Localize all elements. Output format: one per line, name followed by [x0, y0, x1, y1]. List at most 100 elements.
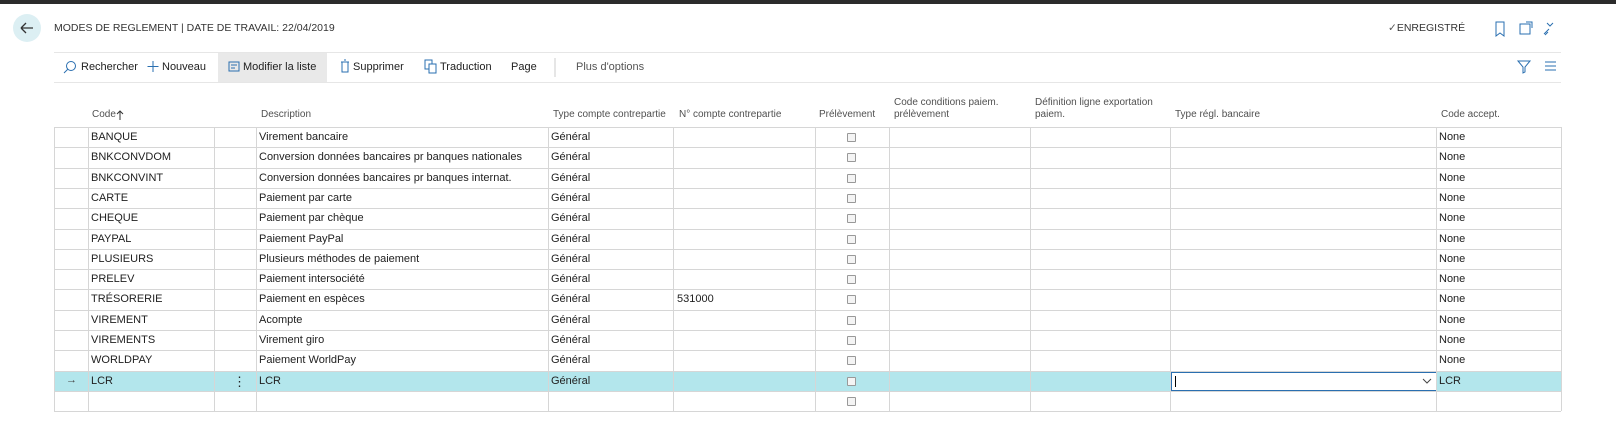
accept-cell: None [1439, 151, 1466, 164]
col-line [548, 127, 549, 412]
dropdown-field[interactable] [1171, 371, 1437, 391]
column-header[interactable]: Code accept. [1441, 109, 1500, 120]
type-cell: Général [551, 354, 591, 367]
description-cell: Plusieurs méthodes de paiement [259, 252, 420, 265]
checkbox[interactable] [847, 336, 856, 345]
code-cell[interactable]: BNKCONVDOM [91, 151, 172, 164]
column-header[interactable]: Code [92, 109, 116, 120]
checkbox[interactable] [847, 315, 856, 325]
code-cell[interactable]: PLUSIEURS [91, 252, 154, 265]
description-cell: Conversion données bancaires pr banques … [259, 151, 522, 164]
accept-cell: None [1439, 313, 1466, 326]
toolbar-action[interactable]: Nouveau [162, 61, 207, 73]
row-line [54, 208, 1561, 210]
checkbox[interactable] [847, 234, 856, 244]
code-cell[interactable]: WORLDPAY [91, 354, 153, 367]
type-cell: Général [551, 313, 591, 326]
description-cell: Paiement PayPal [259, 232, 344, 245]
row-line [54, 228, 1561, 230]
description-cell: Paiement en espèces [259, 293, 365, 306]
checkbox[interactable] [847, 376, 856, 386]
back-button[interactable] [13, 14, 41, 42]
type-cell: Général [551, 252, 591, 265]
type-cell: Général [551, 191, 591, 204]
accept-cell: None [1439, 232, 1466, 245]
checkbox[interactable] [847, 153, 856, 163]
code-cell[interactable]: TRÉSORERIE [91, 293, 163, 306]
toolbar-action[interactable]: Supprimer [353, 61, 404, 73]
checkbox[interactable] [847, 275, 856, 285]
col-line [88, 127, 89, 412]
row-line [54, 167, 1561, 169]
type-cell: Général [551, 374, 591, 387]
checkbox[interactable] [847, 396, 856, 406]
active-action-bg [218, 53, 327, 82]
checkbox[interactable] [847, 295, 856, 305]
page-title: MODES DE REGLEMENT | DATE DE TRAVAIL: 22… [54, 22, 335, 34]
column-header[interactable]: Prélèvement [819, 109, 876, 120]
row-line [54, 370, 1561, 372]
description-cell: Virement giro [259, 334, 325, 346]
divider [54, 82, 1561, 83]
checkbox[interactable] [847, 173, 856, 183]
checkbox[interactable] [847, 356, 856, 366]
row-line [54, 269, 1561, 271]
row-line [54, 309, 1561, 311]
row-line [54, 289, 1561, 291]
type-cell: Général [551, 293, 591, 306]
accept-cell: None [1439, 212, 1466, 225]
code-cell[interactable]: BNKCONVINT [91, 171, 164, 184]
more-options[interactable]: Plus d'options [576, 61, 645, 73]
type-cell: Général [551, 171, 591, 184]
accept-cell: None [1439, 334, 1466, 346]
header-icons[interactable] [1490, 20, 1560, 38]
row-line [54, 147, 1561, 149]
code-cell[interactable]: BANQUE [91, 131, 138, 143]
type-cell: Général [551, 131, 591, 143]
code-cell[interactable]: CARTE [91, 191, 129, 204]
checkbox[interactable] [847, 254, 856, 264]
row-line [54, 411, 1561, 413]
toolbar-action[interactable]: Rechercher [81, 61, 138, 73]
row-line [54, 248, 1561, 250]
column-header[interactable]: N° compte contrepartie [679, 109, 782, 120]
code-cell[interactable]: PAYPAL [91, 232, 132, 245]
description-cell: Paiement WorldPay [259, 354, 357, 367]
toolbar-action[interactable]: Traduction [440, 61, 492, 73]
code-cell[interactable]: VIREMENTS [91, 334, 156, 346]
col-line [1170, 127, 1171, 412]
col-line [1030, 127, 1031, 412]
description-cell: Conversion données bancaires pr banques … [259, 171, 512, 184]
toolbar-action[interactable]: Modifier la liste [243, 61, 317, 73]
toolbar-action[interactable]: Page [511, 61, 537, 73]
type-cell: Général [551, 232, 591, 245]
code-cell[interactable]: CHEQUE [91, 212, 139, 225]
column-header[interactable]: Code conditions paiem. prélèvement [894, 97, 999, 120]
code-cell[interactable]: VIREMENT [91, 313, 148, 326]
accept-cell: None [1439, 293, 1466, 306]
code-cell[interactable]: PRELEV [91, 273, 135, 286]
description-cell: Acompte [259, 313, 303, 326]
row-line [54, 330, 1561, 331]
column-header[interactable]: Définition ligne exportation paiem. [1035, 97, 1153, 120]
row-arrow: → [66, 373, 77, 386]
description-cell: LCR [259, 374, 282, 387]
col-line [256, 127, 257, 412]
column-header[interactable]: Description [261, 109, 312, 120]
col-line [673, 127, 674, 412]
type-cell: Général [551, 212, 591, 225]
row-line [54, 350, 1561, 352]
col-line [815, 127, 816, 412]
code-cell[interactable]: LCR [91, 374, 114, 387]
col-line [1561, 127, 1562, 412]
top-bar [0, 0, 1616, 4]
checkbox[interactable] [847, 214, 856, 224]
row-menu[interactable]: ⋮ [233, 373, 246, 389]
account-cell: 531000 [677, 293, 714, 306]
column-header[interactable]: Type compte contrepartie [553, 109, 666, 120]
row-line [54, 187, 1561, 189]
checkbox[interactable] [847, 133, 856, 142]
checkbox[interactable] [847, 193, 856, 203]
column-header[interactable]: Type régl. bancaire [1175, 109, 1261, 120]
